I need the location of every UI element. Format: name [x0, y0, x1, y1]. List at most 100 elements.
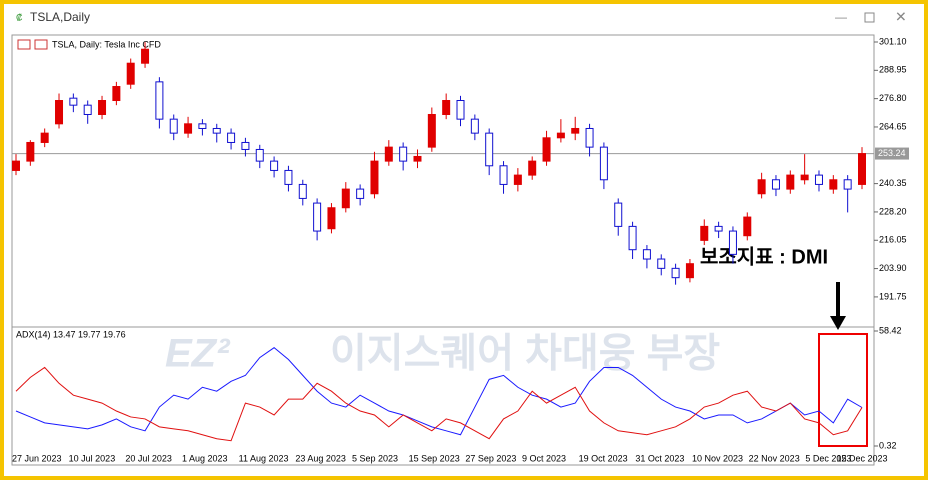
y-tick-label: 216.05 — [879, 235, 907, 245]
candle-body — [556, 132, 565, 139]
candle-body — [241, 141, 250, 150]
candle-body — [255, 148, 264, 162]
candle-body — [671, 267, 680, 279]
candle-body — [485, 132, 494, 167]
y-tick-label: 203.90 — [879, 263, 907, 273]
x-tick-label: 19 Oct 2023 — [579, 453, 628, 463]
candle-body — [341, 188, 350, 209]
y-tick-label: 191.75 — [879, 291, 907, 301]
x-tick-label: 9 Oct 2023 — [522, 453, 566, 463]
candle-body — [83, 104, 92, 115]
candle-body — [771, 179, 780, 190]
x-tick-label: 23 Aug 2023 — [295, 453, 346, 463]
candle-body — [384, 146, 393, 162]
candle-body — [212, 127, 221, 134]
y-tick-label: 288.95 — [879, 65, 907, 75]
x-tick-label: 20 Jul 2023 — [125, 453, 172, 463]
candle-body — [513, 174, 522, 185]
watermark-text: 이지스퀘어 차대웅 부장 — [330, 332, 720, 376]
candle-body — [642, 249, 651, 260]
candle-body — [370, 160, 379, 195]
indicator-line — [15, 347, 863, 436]
x-tick-label: 10 Jul 2023 — [69, 453, 116, 463]
candle-body — [571, 127, 580, 134]
arrow-head — [830, 316, 846, 330]
indicator-header: ADX(14) 13.47 19.77 19.76 — [16, 329, 126, 339]
candle-body — [169, 118, 178, 134]
candle-body — [614, 202, 623, 227]
x-tick-label: 11 Aug 2023 — [239, 453, 289, 463]
candle-body — [499, 165, 508, 185]
x-tick-label: 1 Aug 2023 — [182, 453, 228, 463]
candle-body — [685, 263, 694, 279]
candle-body — [69, 97, 78, 106]
x-tick-label: 31 Oct 2023 — [635, 453, 684, 463]
minimize-button[interactable]: — — [835, 10, 847, 24]
candle-body — [542, 137, 551, 162]
candle-body — [786, 174, 795, 190]
x-tick-label: 15 Dec 2023 — [836, 453, 887, 463]
candle-body — [126, 62, 135, 85]
candle-body — [427, 113, 436, 148]
candle-body — [298, 183, 307, 199]
x-tick-label: 27 Sep 2023 — [465, 453, 516, 463]
candle-body — [829, 179, 838, 190]
close-button[interactable]: ✕ — [895, 9, 907, 25]
candle-body — [456, 100, 465, 120]
candle-body — [270, 160, 279, 171]
candle-body — [399, 146, 408, 162]
header-icon — [34, 39, 48, 50]
candle-body — [98, 100, 107, 115]
x-tick-label: 15 Sep 2023 — [409, 453, 460, 463]
candle-body — [714, 225, 723, 232]
candle-body — [728, 230, 737, 255]
candle-body — [40, 132, 49, 143]
candle-body — [356, 188, 365, 199]
y-tick-label: 228.20 — [879, 206, 907, 216]
candle-body — [184, 123, 193, 134]
candle-body — [585, 127, 594, 148]
candle-body — [657, 258, 666, 269]
current-price-label: 253.24 — [878, 148, 906, 158]
candle-body — [743, 216, 752, 237]
y-tick-label: 276.80 — [879, 93, 907, 103]
x-tick-label: 10 Nov 2023 — [692, 453, 743, 463]
current-price-box — [875, 147, 909, 160]
candle-body — [155, 81, 164, 120]
x-tick-label: 5 Dec 2023 — [805, 453, 851, 463]
candle-body — [757, 179, 766, 195]
candle-body — [198, 123, 207, 129]
candle-body — [12, 160, 20, 171]
candle-body — [628, 225, 637, 251]
y-tick-label: 240.35 — [879, 178, 907, 188]
window-icon: ₡ — [16, 12, 23, 22]
candle-body — [442, 100, 451, 115]
candle-body — [858, 153, 866, 185]
watermark-logo: EZ² — [165, 332, 231, 376]
candle-body — [141, 48, 150, 64]
x-tick-label: 5 Sep 2023 — [352, 453, 398, 463]
candle-body — [227, 132, 236, 143]
candle-body — [284, 169, 293, 185]
y-tick-label: 264.65 — [879, 121, 907, 131]
y-tick-label: 301.10 — [879, 36, 907, 46]
window-title: TSLA,Daily — [30, 10, 90, 24]
candle-body — [843, 179, 852, 190]
candle-body — [814, 174, 823, 185]
maximize-button[interactable] — [864, 12, 875, 23]
candle-body — [599, 146, 608, 181]
highlight-box — [818, 333, 868, 447]
candle-body — [470, 118, 479, 134]
annotation: 보조지표 : DMI — [700, 245, 828, 268]
candle-body — [55, 100, 64, 125]
x-tick-label: 22 Nov 2023 — [749, 453, 800, 463]
candle-body — [112, 86, 121, 102]
candle-body — [313, 202, 322, 232]
candle-body — [413, 155, 422, 162]
candle-body — [800, 174, 809, 181]
y-tick-label: 58.42 — [879, 325, 902, 335]
chart-header: TSLA, Daily: Tesla Inc CFD — [52, 39, 161, 49]
candle-body — [26, 141, 35, 162]
header-icon — [17, 39, 31, 50]
